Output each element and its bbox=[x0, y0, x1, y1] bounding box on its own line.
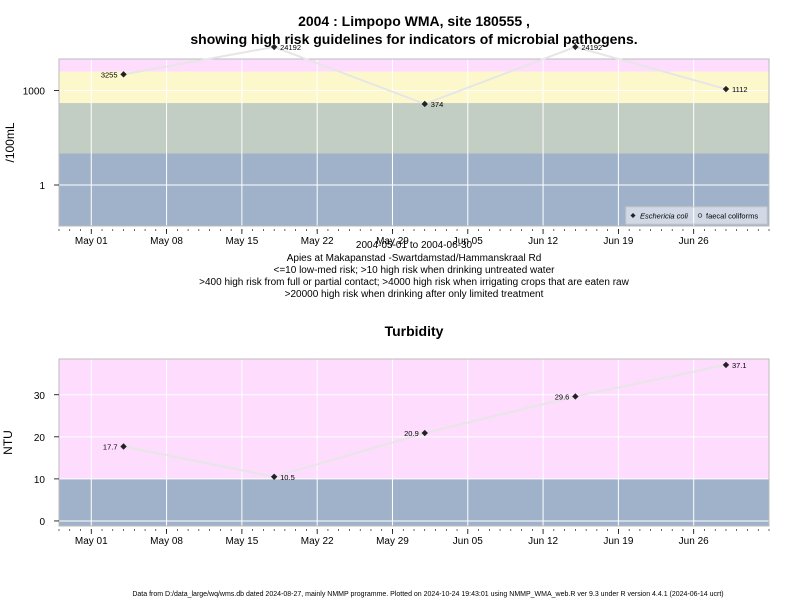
x-tick-label-5: May 29 bbox=[376, 536, 409, 547]
data-label: 1112 bbox=[732, 85, 748, 94]
caption-risk-low: <=10 low-med risk; >10 high risk when dr… bbox=[274, 265, 556, 276]
footer-note: Data from D:/data_large/wq/wms.db dated … bbox=[132, 591, 723, 598]
caption-date-range: 2004-05-01 to 2004-06-30 bbox=[356, 240, 473, 251]
chart-title-line-2: showing high risk guidelines for indicat… bbox=[190, 31, 637, 47]
y-tick-label-2: 10 bbox=[34, 475, 46, 486]
data-label: 374 bbox=[431, 100, 444, 109]
risk-band-2 bbox=[59, 359, 769, 479]
x-tick-label-7: Jun 12 bbox=[528, 536, 558, 547]
x-tick-label-6: Jun 05 bbox=[453, 536, 483, 547]
turbidity-panel: May 01 May 08 May 15 May 22 May 29 Jun 05 Jun … bbox=[1, 358, 770, 547]
data-label: 3255 bbox=[101, 70, 118, 79]
risk-band-2 bbox=[59, 103, 769, 154]
x-tick-label-8: Jun 19 bbox=[603, 236, 633, 247]
data-point bbox=[120, 71, 127, 78]
y-tick-label-4: 30 bbox=[34, 391, 46, 402]
y-tick-label-2: 1000 bbox=[23, 87, 46, 98]
caption-risk-contact: >400 high risk from full or partial cont… bbox=[199, 277, 629, 288]
y-tick-label-3: 20 bbox=[34, 433, 46, 444]
x-tick-label-5: May 29 bbox=[376, 236, 409, 247]
data-point bbox=[572, 393, 579, 400]
x-tick-label-4: May 22 bbox=[301, 236, 334, 247]
x-tick-label-2: May 08 bbox=[150, 236, 183, 247]
x-tick-label-3: May 15 bbox=[225, 536, 258, 547]
legend: Eschericia coli faecal coliforms bbox=[625, 206, 768, 225]
risk-band-3 bbox=[59, 71, 769, 104]
x-tick-label-1: May 01 bbox=[75, 236, 108, 247]
legend-box bbox=[625, 206, 768, 225]
x-tick-label-8: Jun 19 bbox=[603, 536, 633, 547]
risk-band-4 bbox=[59, 59, 769, 72]
data-point bbox=[421, 429, 428, 437]
y-axis-label: NTU bbox=[1, 430, 15, 455]
data-point bbox=[722, 85, 730, 93]
y-tick-label-1: 0 bbox=[39, 517, 45, 528]
data-label: 10.5 bbox=[280, 473, 295, 482]
data-point bbox=[120, 443, 127, 450]
data-label: 29.6 bbox=[555, 392, 570, 401]
data-point bbox=[270, 473, 278, 480]
plot-frame bbox=[58, 58, 770, 227]
legend-label-faecal: faecal coliforms bbox=[706, 212, 758, 221]
turbidity-title: Turbidity bbox=[385, 323, 444, 339]
chart-title-line-1: 2004 : Limpopo WMA, site 180555 , bbox=[298, 13, 530, 29]
data-point bbox=[270, 43, 278, 51]
x-tick-label-7: Jun 12 bbox=[528, 236, 558, 247]
y-tick-label-1: 1 bbox=[39, 181, 45, 192]
x-tick-label-2: May 08 bbox=[150, 536, 183, 547]
data-label: 17.7 bbox=[103, 442, 118, 451]
x-tick-label-9: Jun 26 bbox=[679, 536, 709, 547]
data-point bbox=[722, 361, 730, 369]
legend-label-ecoli: Eschericia coli bbox=[640, 212, 688, 221]
data-point bbox=[572, 43, 579, 51]
microbial-caption: 2004-05-01 to 2004-06-30 Apies at Makapa… bbox=[199, 240, 629, 300]
legend-marker-faecal bbox=[697, 213, 703, 218]
data-label: 20.9 bbox=[404, 429, 419, 438]
x-tick-label-6: Jun 05 bbox=[453, 236, 483, 247]
plot-frame bbox=[58, 358, 770, 527]
risk-band-1 bbox=[59, 478, 769, 526]
caption-risk-treatment: >20000 high risk when drinking after onl… bbox=[285, 289, 544, 300]
x-tick-label-9: Jun 26 bbox=[679, 236, 709, 247]
y-axis-label: /100mL bbox=[3, 122, 17, 162]
x-tick-label-1: May 01 bbox=[75, 536, 108, 547]
legend-marker-ecoli bbox=[630, 213, 636, 218]
data-point bbox=[421, 100, 428, 108]
data-label: 24192 bbox=[581, 43, 602, 52]
data-label: 24192 bbox=[280, 43, 301, 52]
x-tick-label-3: May 15 bbox=[225, 236, 258, 247]
x-tick-label-4: May 22 bbox=[301, 536, 334, 547]
caption-site: Apies at Makapanstad -Swartdamstad/Hamma… bbox=[287, 253, 542, 264]
microbial-panel: May 01 May 08 May 15 May 22 May 29 Jun 05 Jun … bbox=[3, 43, 770, 247]
data-label: 37.1 bbox=[732, 361, 747, 370]
